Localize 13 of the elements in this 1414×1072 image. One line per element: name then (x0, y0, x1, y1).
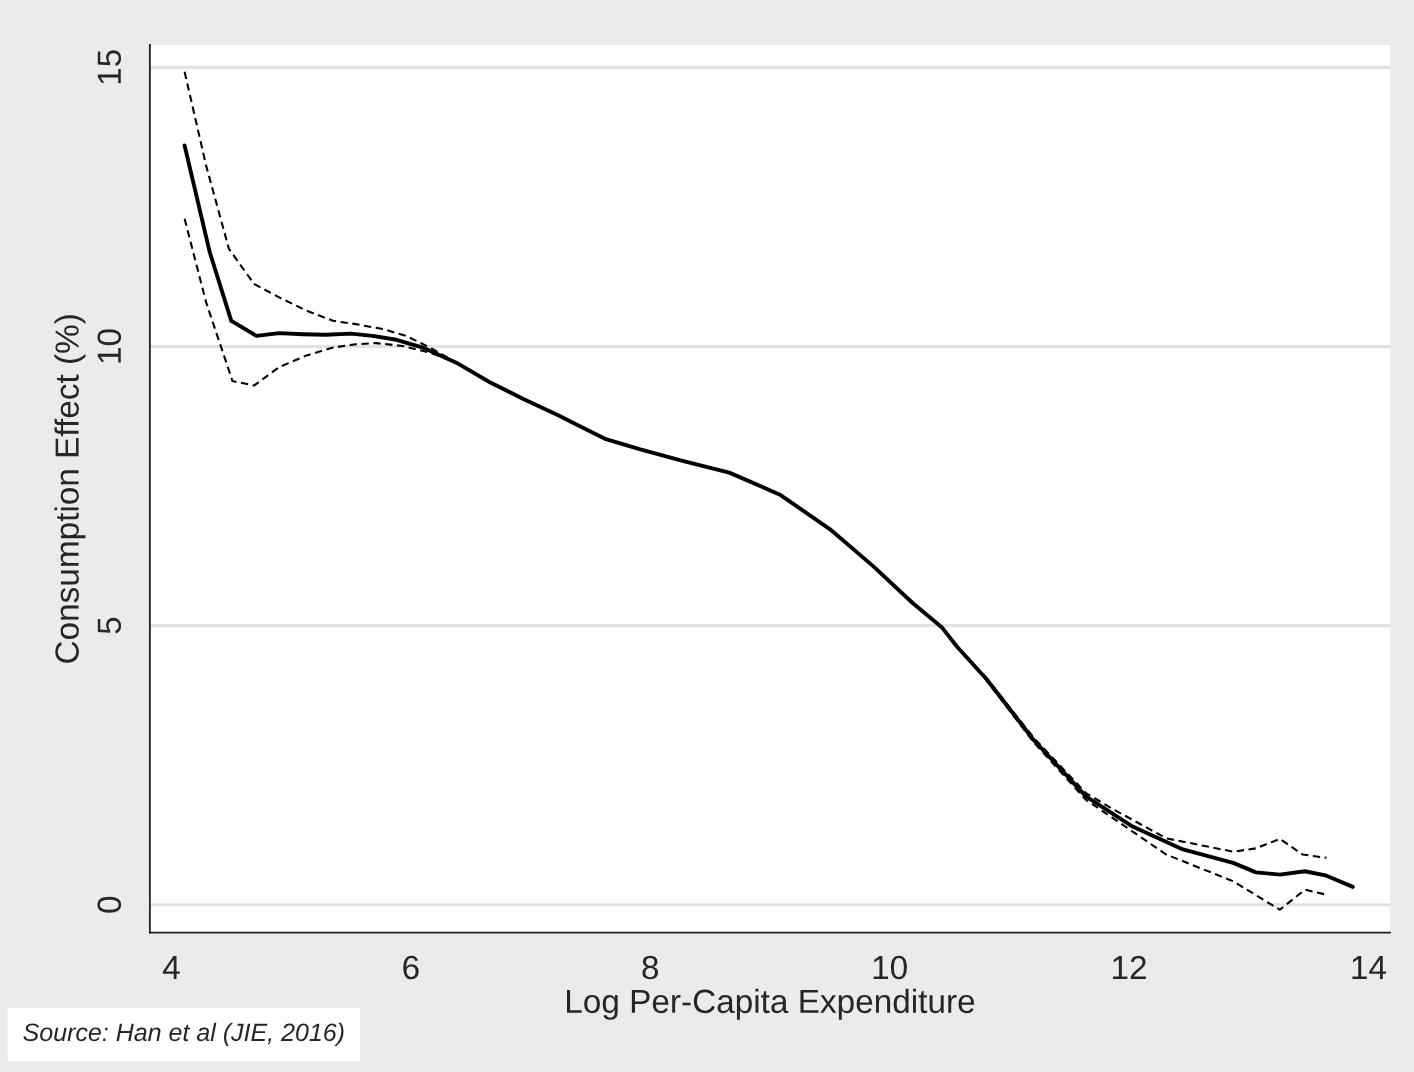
x-axis-title: Log Per-Capita Expenditure (566, 988, 975, 1020)
x-tick-label: 10 (873, 955, 907, 980)
y-tick-label: 0 (97, 896, 122, 913)
x-tick-label: 14 (1352, 956, 1386, 980)
y-tick-label: 5 (97, 617, 122, 634)
x-tick-label: 8 (642, 955, 659, 980)
y-tick-label: 10 (97, 329, 122, 363)
source-note: Source: Han et al (JIE, 2016) (23, 1022, 344, 1047)
y-axis-title: Consumption Effect (%) (54, 315, 86, 663)
x-tick-label: 12 (1113, 955, 1146, 980)
x-tick-label: 4 (162, 956, 180, 980)
x-tick-label: 6 (403, 955, 419, 980)
y-tick-label: 15 (97, 50, 122, 84)
